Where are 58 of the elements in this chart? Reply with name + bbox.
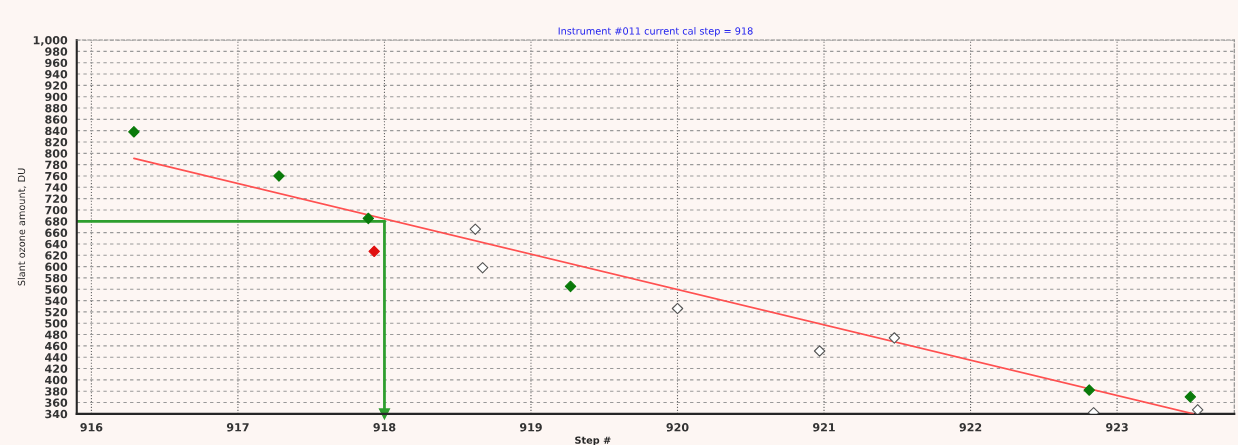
y-tick-label: 920 — [45, 81, 68, 90]
point — [469, 223, 482, 235]
x-tick-label: 917 — [226, 423, 249, 432]
y-tick-label: 600 — [45, 262, 68, 271]
y-tick-label: 840 — [45, 126, 68, 136]
point — [1083, 384, 1095, 396]
y-tick-label: 860 — [45, 115, 68, 124]
y-tick-label: 760 — [45, 171, 68, 181]
point — [888, 332, 901, 344]
y-tick-label: 680 — [45, 217, 68, 226]
point — [368, 245, 380, 258]
x-tick-label: 923 — [1106, 423, 1128, 432]
y-tick-label: 420 — [45, 364, 68, 373]
x-tick-label: 922 — [959, 423, 982, 432]
y-tick-label: 620 — [45, 251, 68, 260]
y-tick-label: 800 — [45, 149, 68, 158]
x-axis-title: Step # — [575, 436, 611, 445]
y-tick-label: 820 — [45, 137, 68, 147]
y-tick-label: 980 — [45, 47, 68, 56]
y-tick-label: 540 — [45, 296, 68, 305]
point — [1191, 404, 1204, 414]
y-tick-label: 640 — [45, 239, 68, 249]
y-tick-label: 380 — [45, 387, 68, 396]
y-tick-label: 1,000 — [33, 36, 68, 46]
y-tick-label: 740 — [45, 183, 68, 192]
y-tick-label: 400 — [45, 375, 68, 385]
y-tick-label: 520 — [45, 307, 68, 317]
y-tick-label: 360 — [45, 398, 68, 407]
x-tick-label: 920 — [666, 423, 689, 432]
y-tick-label: 780 — [45, 160, 68, 170]
y-tick-label: 960 — [45, 58, 68, 68]
y-tick-label: 660 — [45, 228, 68, 237]
y-tick-label: 940 — [45, 70, 68, 79]
y-axis-title: Slant ozone amount, DU — [17, 168, 27, 286]
chart-title: Instrument #011 current cal step = 918 — [558, 27, 753, 37]
y-tick-label: 700 — [45, 205, 68, 215]
point — [128, 126, 140, 138]
x-tick-label: 921 — [813, 423, 835, 432]
point — [1184, 391, 1197, 403]
point — [273, 170, 285, 182]
y-tick-label: 340 — [45, 409, 68, 419]
x-tick-label: 919 — [519, 423, 542, 432]
y-tick-label: 720 — [45, 194, 68, 204]
point — [362, 212, 375, 225]
y-tick-label: 580 — [45, 273, 68, 283]
x-tick-label: 918 — [373, 423, 396, 432]
point — [813, 345, 826, 357]
y-tick-label: 440 — [45, 353, 68, 362]
y-tick-label: 500 — [45, 319, 68, 328]
y-tick-label: 480 — [45, 330, 68, 339]
y-tick-label: 460 — [45, 341, 68, 351]
x-tick-label: 916 — [80, 423, 103, 432]
y-tick-label: 900 — [45, 92, 68, 102]
point — [671, 302, 684, 315]
point — [476, 261, 489, 274]
y-tick-label: 880 — [45, 103, 68, 113]
point — [564, 280, 577, 293]
y-tick-label: 560 — [45, 285, 68, 294]
